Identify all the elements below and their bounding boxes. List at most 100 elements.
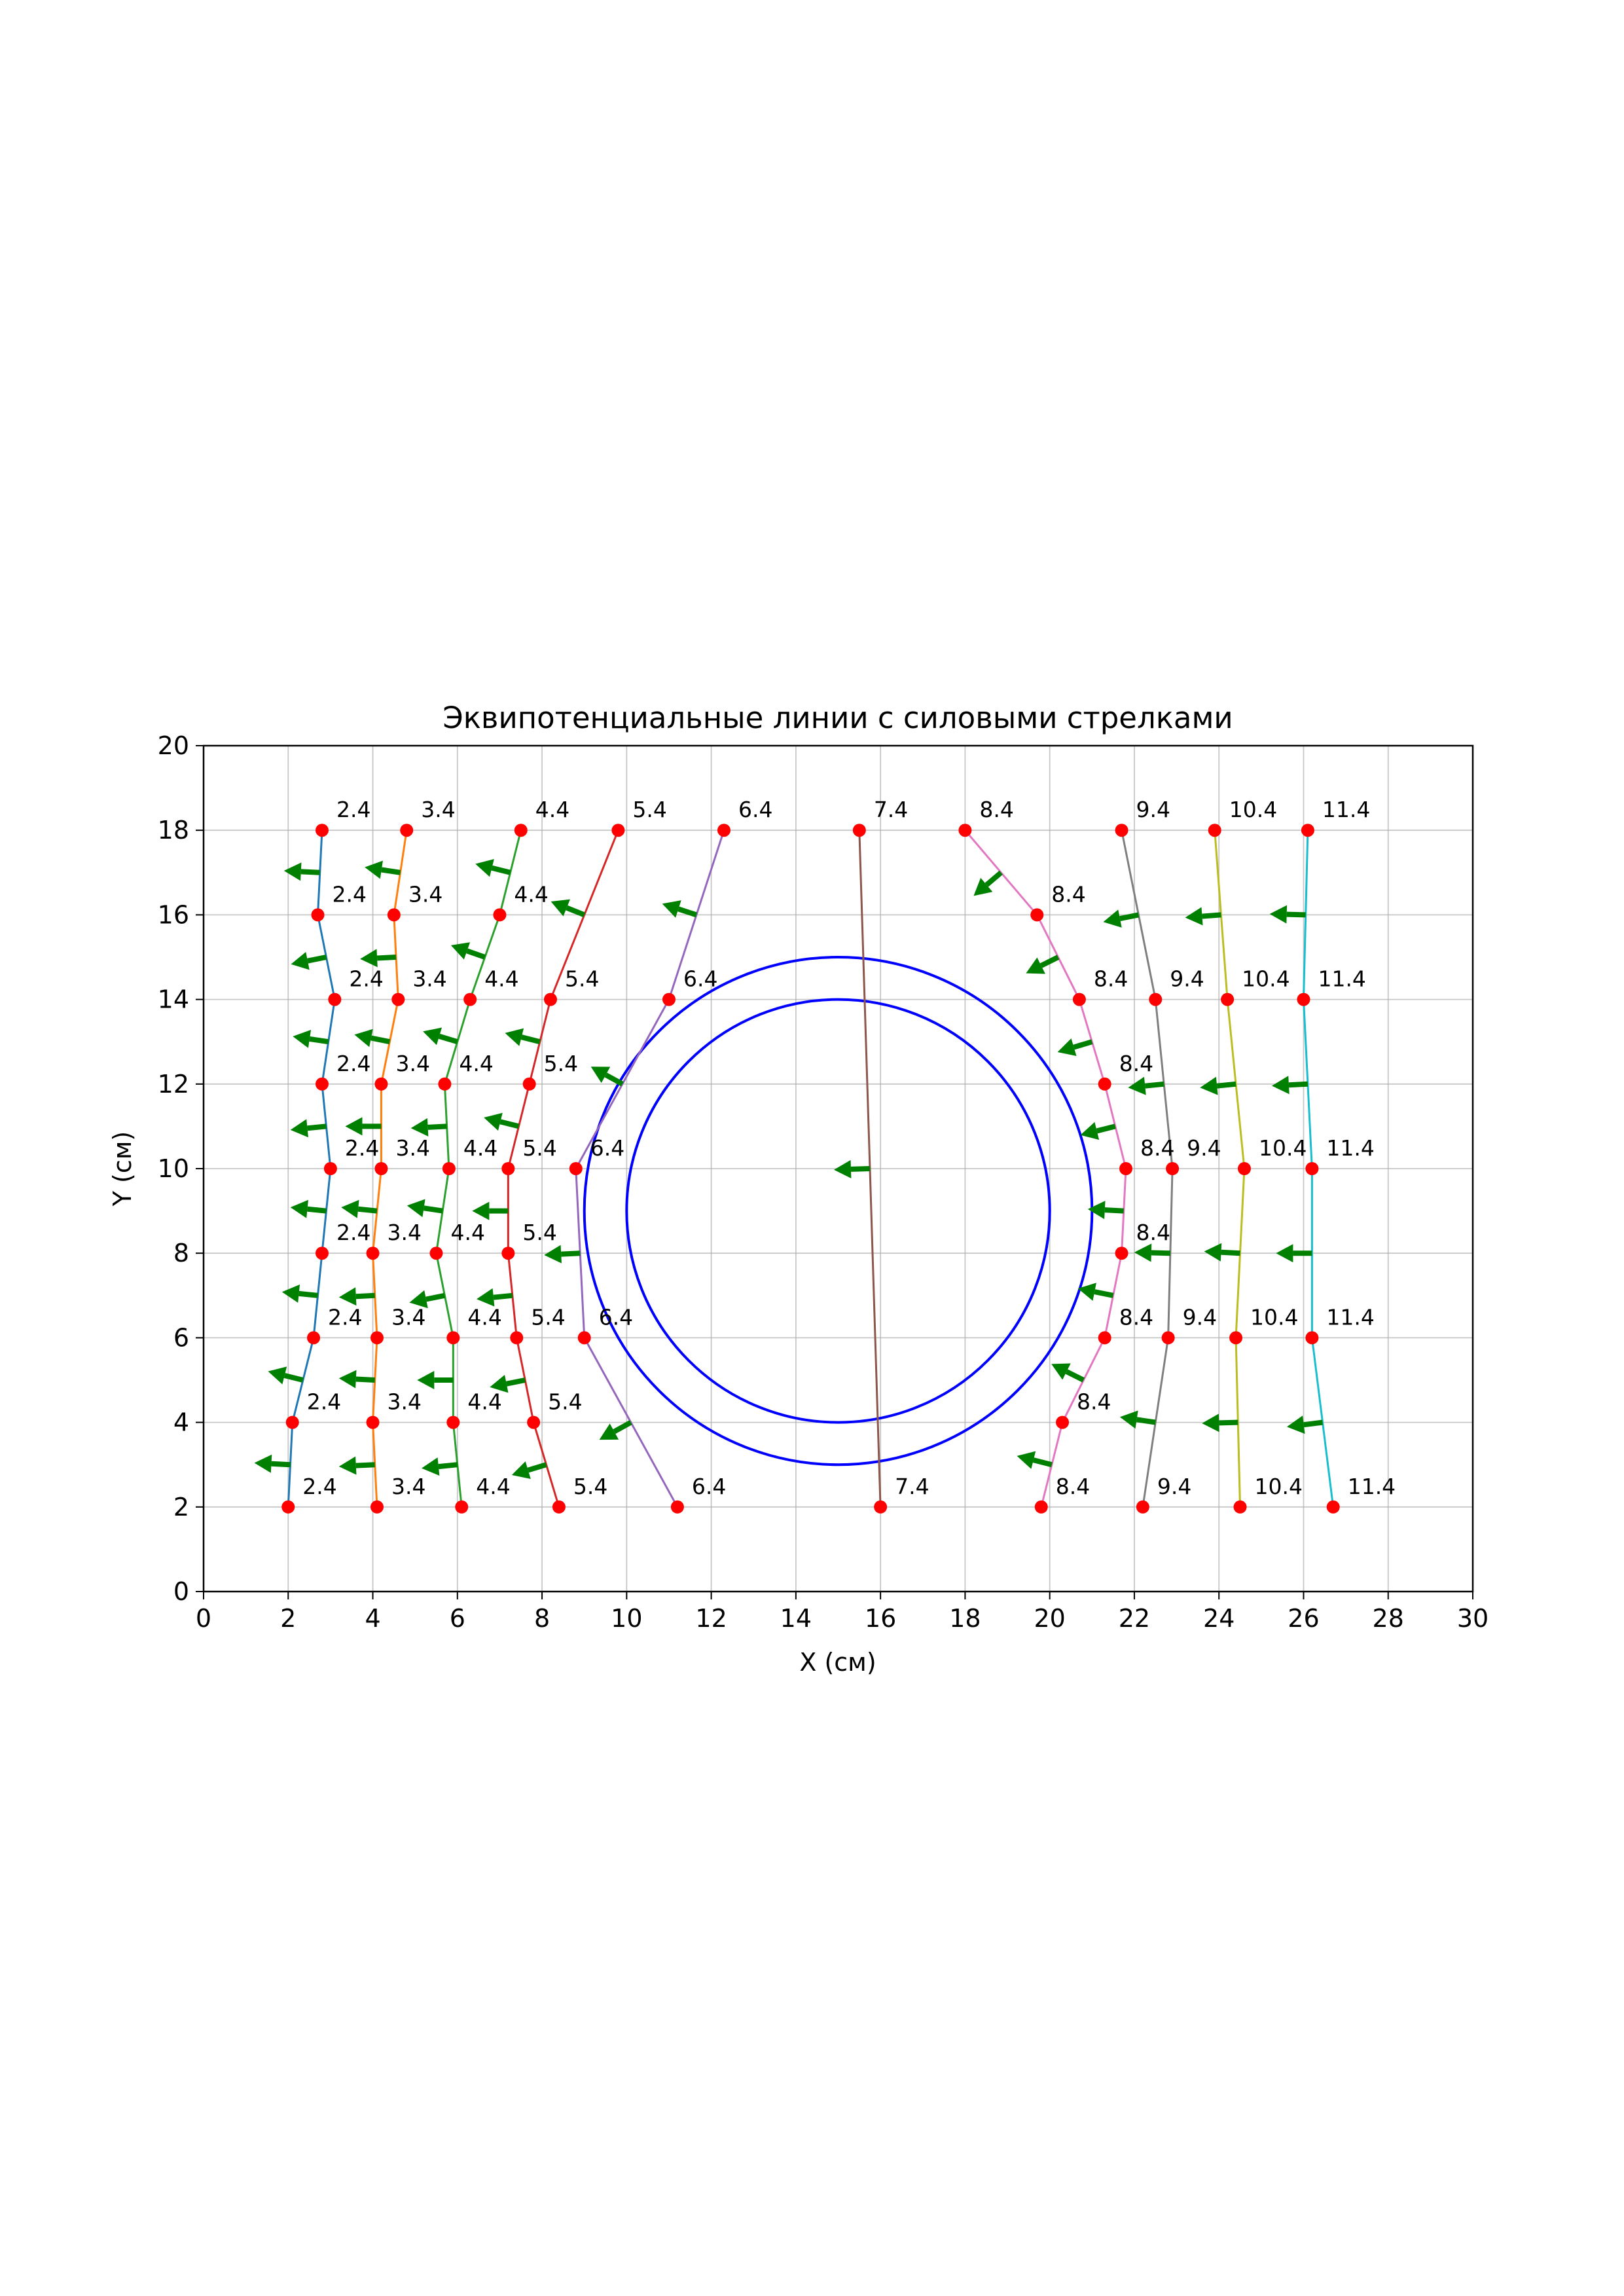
potential-label: 3.4 xyxy=(388,1389,422,1415)
force-arrow-shaft xyxy=(1065,1369,1085,1383)
force-arrow-head xyxy=(450,942,471,960)
data-point xyxy=(374,1077,388,1091)
force-arrow-shaft xyxy=(1073,1039,1093,1050)
force-arrow-shaft xyxy=(427,1123,447,1130)
x-tick-label: 10 xyxy=(611,1604,642,1633)
potential-label: 3.4 xyxy=(391,1474,425,1499)
potential-label: 8.4 xyxy=(1056,1474,1090,1499)
potential-label: 10.4 xyxy=(1259,1135,1307,1161)
potential-label: 2.4 xyxy=(349,966,383,992)
force-arrow-shaft xyxy=(376,955,397,961)
data-point xyxy=(522,1077,536,1091)
data-point xyxy=(1115,824,1128,837)
data-point xyxy=(442,1162,456,1175)
x-tick-label: 18 xyxy=(949,1604,981,1633)
force-arrow-head xyxy=(1185,907,1203,926)
x-tick-label: 20 xyxy=(1034,1604,1065,1633)
force-arrow-head xyxy=(354,1029,373,1048)
data-point xyxy=(1229,1331,1243,1345)
data-point xyxy=(446,1331,460,1345)
potential-label: 5.4 xyxy=(544,1051,578,1076)
x-tick-label: 30 xyxy=(1457,1604,1489,1633)
force-arrow-head xyxy=(360,949,378,968)
force-arrow-shaft xyxy=(425,1292,446,1302)
data-point xyxy=(1326,1500,1340,1514)
data-point xyxy=(493,908,507,922)
force-arrow-shaft xyxy=(357,1206,378,1214)
force-arrow-head xyxy=(1269,905,1288,924)
data-point xyxy=(374,1162,388,1175)
force-arrow-head xyxy=(472,1201,490,1220)
potential-label: 4.4 xyxy=(450,1220,484,1245)
data-point xyxy=(311,908,325,922)
data-point xyxy=(717,824,731,837)
data-point xyxy=(611,824,625,837)
potential-label: 2.4 xyxy=(345,1135,379,1161)
force-arrow-head xyxy=(290,1119,308,1138)
force-arrow-shaft xyxy=(566,905,586,918)
force-arrow-head xyxy=(341,1199,359,1218)
force-arrow-head xyxy=(662,900,681,918)
data-point xyxy=(852,824,866,837)
force-arrow-shaft xyxy=(1096,1123,1116,1134)
potential-label: 2.4 xyxy=(302,1474,336,1499)
x-tick-label: 8 xyxy=(534,1604,550,1633)
y-tick-label: 4 xyxy=(173,1408,189,1437)
potential-label: 4.4 xyxy=(459,1051,493,1076)
x-tick-label: 28 xyxy=(1373,1604,1404,1633)
force-arrow-head xyxy=(834,1159,852,1178)
force-arrow-shaft xyxy=(271,1461,291,1468)
force-arrow-shaft xyxy=(309,1036,329,1045)
potential-label: 8.4 xyxy=(1094,966,1128,992)
force-arrow-shaft xyxy=(1094,1289,1114,1298)
potential-label: 5.4 xyxy=(531,1304,565,1330)
potential-label: 10.4 xyxy=(1255,1474,1303,1499)
data-point xyxy=(514,824,528,837)
y-tick-label: 0 xyxy=(173,1577,189,1606)
force-arrow-head xyxy=(477,1288,495,1307)
data-point xyxy=(1305,1162,1319,1175)
potential-label: 4.4 xyxy=(514,881,548,907)
potential-label: 9.4 xyxy=(1157,1474,1191,1499)
potential-label: 3.4 xyxy=(408,881,442,907)
points xyxy=(281,824,1340,1514)
data-point xyxy=(1221,993,1235,1006)
potential-label: 3.4 xyxy=(412,966,446,992)
force-arrow-head xyxy=(1128,1076,1146,1095)
force-arrow-shaft xyxy=(307,955,327,964)
potential-label: 4.4 xyxy=(535,797,569,822)
force-arrow-head xyxy=(345,1117,363,1136)
potential-label: 9.4 xyxy=(1183,1304,1217,1330)
force-arrow-head xyxy=(550,899,570,917)
force-arrow-shaft xyxy=(283,1373,304,1383)
force-arrow-head xyxy=(254,1454,272,1473)
force-arrow-shaft xyxy=(355,1376,375,1383)
force-arrow-shaft xyxy=(381,867,401,875)
force-arrow-head xyxy=(422,1457,440,1476)
potential-label: 4.4 xyxy=(463,1135,497,1161)
force-arrow-head xyxy=(1204,1243,1222,1262)
y-tick-label: 8 xyxy=(173,1239,189,1267)
potential-label: 8.4 xyxy=(979,797,1013,822)
potential-label: 9.4 xyxy=(1136,797,1170,822)
x-tick-label: 22 xyxy=(1119,1604,1150,1633)
potential-label: 6.4 xyxy=(692,1474,726,1499)
y-tick-label: 14 xyxy=(158,985,189,1014)
force-arrow-head xyxy=(1286,1415,1305,1434)
data-point xyxy=(281,1500,295,1514)
x-tick-label: 26 xyxy=(1288,1604,1319,1633)
force-arrow-head xyxy=(423,1027,442,1046)
potential-label: 4.4 xyxy=(476,1474,510,1499)
force-arrow-shaft xyxy=(1039,955,1060,968)
potential-label: 5.4 xyxy=(573,1474,607,1499)
force-arrow-head xyxy=(1077,1283,1096,1301)
force-arrow-head xyxy=(490,1374,509,1393)
force-arrow-shaft xyxy=(298,1290,318,1298)
x-ticks: 0 2 4 6 8 10 12 14 16 18 20 22 24 26 28 30 xyxy=(196,1592,1489,1633)
force-arrow-head xyxy=(1119,1410,1138,1429)
force-arrow-head xyxy=(1200,1076,1218,1095)
data-point xyxy=(1098,1331,1111,1345)
data-point xyxy=(370,1331,384,1345)
potential-label: 8.4 xyxy=(1119,1304,1153,1330)
